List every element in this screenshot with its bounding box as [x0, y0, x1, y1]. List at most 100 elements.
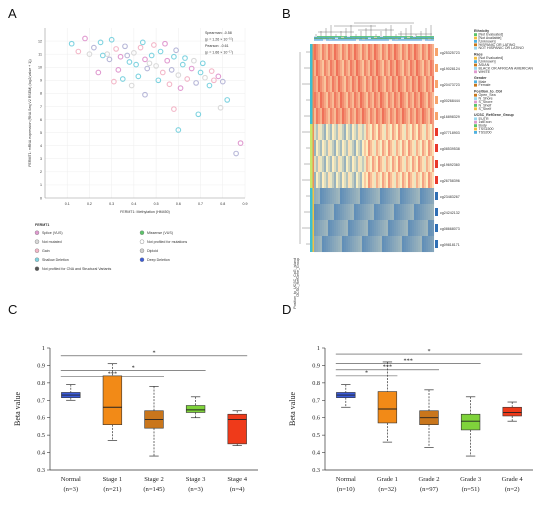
y-tick-label: 0 — [40, 196, 42, 200]
heatmap-cell — [356, 124, 359, 141]
annotation-cell — [425, 39, 428, 41]
heatmap-cell — [430, 92, 433, 109]
heatmap-cell — [342, 236, 345, 253]
heatmap-cell — [334, 60, 337, 77]
y-tick-label: 6 — [40, 118, 42, 122]
heatmap-cell — [404, 236, 407, 253]
significance-label: * — [427, 348, 430, 355]
heatmap-cell — [344, 44, 347, 61]
heatmap-cell — [388, 172, 391, 189]
heatmap-cell — [354, 140, 357, 157]
heatmap-cell — [392, 188, 395, 205]
annotation-cell — [374, 36, 377, 37]
data-point — [211, 77, 217, 84]
annotation-cell — [377, 39, 380, 41]
heatmap-cell — [382, 204, 385, 221]
heatmap-cell — [414, 124, 417, 141]
annotation-cell — [395, 36, 398, 38]
heatmap-cell — [428, 236, 431, 253]
heatmap-cell — [328, 236, 331, 253]
y-axis-title: FERMT1: mRNA expression (RNA Seq V2 RSEM… — [28, 59, 32, 166]
heatmap-cell — [408, 124, 411, 141]
heatmap-cell — [432, 44, 435, 61]
heatmap-cell — [324, 60, 327, 77]
heatmap-cell — [380, 156, 383, 173]
legend-item: Female — [479, 83, 491, 87]
heatmap-cell — [354, 60, 357, 77]
legend-block-title: Ethnicity — [474, 29, 489, 33]
heatmap-cell — [380, 172, 383, 189]
heatmap-cell — [414, 92, 417, 109]
count-label: (n=3) — [63, 486, 78, 493]
panel-d-y-axis-title: Beta value — [288, 392, 297, 426]
heatmap-cell — [340, 44, 343, 61]
data-point — [215, 73, 222, 80]
heatmap-cell — [402, 108, 405, 125]
heatmap-cell — [324, 108, 327, 125]
heatmap-cell — [410, 140, 413, 157]
heatmap-cell — [352, 156, 355, 173]
heatmap-cell — [432, 236, 435, 253]
heatmap-cell — [376, 204, 379, 221]
heatmap-cell — [398, 60, 401, 77]
heatmap-cell — [342, 44, 345, 61]
heatmap-cell — [384, 172, 387, 189]
heatmap-cell — [344, 204, 347, 221]
legend-label: Missense (VUS) — [147, 231, 173, 235]
side-strip-2 — [312, 172, 314, 188]
heatmap-cell — [386, 76, 389, 93]
heatmap-cell — [342, 124, 345, 141]
heatmap-cell — [314, 108, 317, 125]
heatmap-cell — [326, 156, 329, 173]
data-point — [142, 56, 148, 63]
heatmap-cell — [378, 76, 381, 93]
heatmap-cell — [424, 204, 427, 221]
annotation-cell — [386, 37, 389, 39]
row-label: cg20473723 — [440, 83, 460, 87]
count-label: (n=97) — [420, 486, 438, 493]
heatmap-cell — [338, 140, 341, 157]
annotation-cell — [341, 36, 344, 37]
heatmap-cell — [396, 108, 399, 125]
side-strip-1 — [310, 188, 313, 204]
box — [502, 406, 522, 417]
heatmap-cell — [364, 172, 367, 189]
heatmap-cell — [366, 220, 369, 237]
heatmap-cell — [386, 60, 389, 77]
heatmap-cell — [414, 236, 417, 253]
annotation-cell — [428, 36, 431, 38]
annotation-cell — [329, 36, 332, 38]
heatmap-cell — [364, 236, 367, 253]
annotation-cell — [365, 36, 368, 38]
data-point — [91, 44, 97, 51]
heatmap-cell — [334, 76, 337, 93]
annotation-cell — [422, 37, 425, 39]
heatmap-cell — [376, 60, 379, 77]
annotation-cell — [377, 37, 380, 39]
heatmap-cell — [422, 156, 425, 173]
heatmap-cell — [354, 44, 357, 61]
heatmap-cell — [368, 236, 371, 253]
heatmap-cell — [348, 140, 351, 157]
heatmap-cell — [324, 220, 327, 237]
heatmap-cell — [316, 204, 319, 221]
heatmap-cell — [418, 188, 421, 205]
heatmap-cell — [432, 220, 435, 237]
heatmap-cell — [432, 156, 435, 173]
annotation-cell — [395, 39, 398, 41]
annotation-cell — [326, 36, 329, 37]
heatmap-cell — [318, 188, 321, 205]
annotation-cell — [410, 38, 413, 40]
data-point — [182, 55, 188, 61]
heatmap-cell — [416, 76, 419, 93]
annotation-cell — [425, 38, 428, 40]
heatmap-cell — [368, 220, 371, 237]
heatmap-cell — [360, 44, 363, 61]
heatmap-cell — [372, 140, 375, 157]
annotation-cell — [350, 36, 353, 38]
legend-swatch — [474, 104, 477, 107]
heatmap-cell — [330, 60, 333, 77]
side-strip-1 — [310, 76, 313, 92]
annotation-cell — [356, 38, 359, 40]
data-point — [179, 61, 186, 68]
